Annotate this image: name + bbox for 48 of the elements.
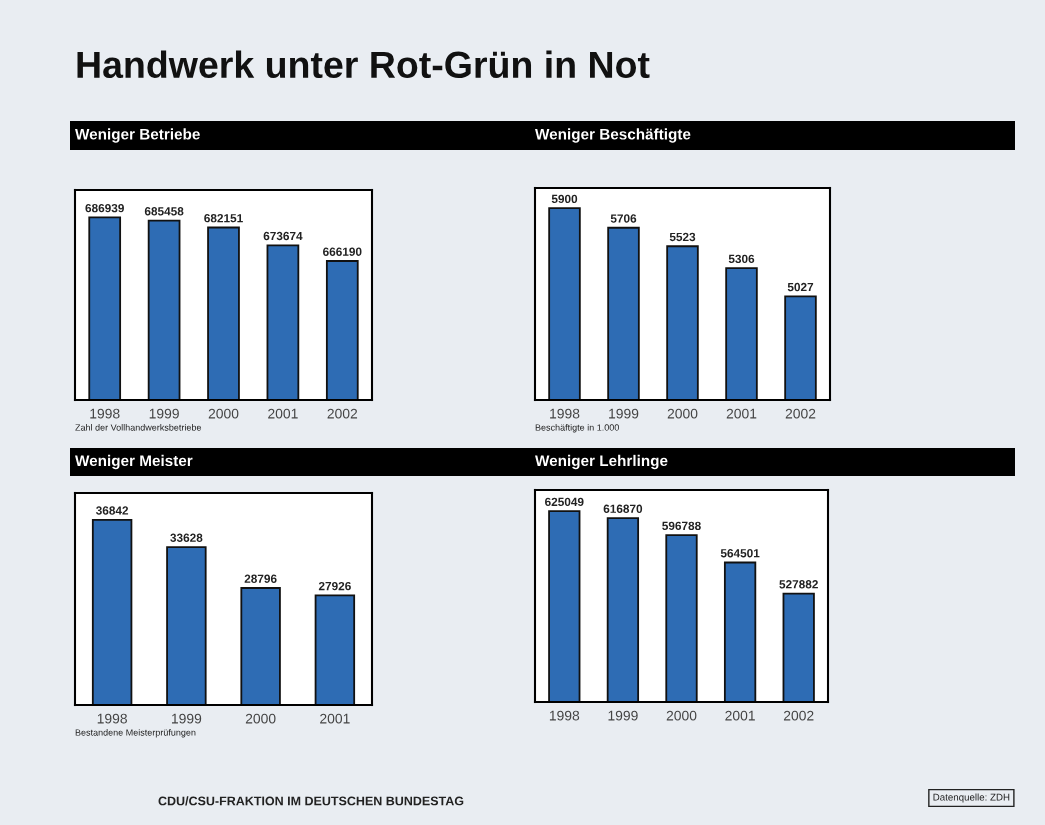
text: CDU/CSU-FRAKTION IM DEUTSCHEN BUNDESTAG [158, 796, 464, 806]
data-label: 682151 [204, 214, 243, 223]
x-tick-label: 1998 [549, 710, 580, 721]
data-label: 666190 [323, 247, 362, 256]
data-label: 686939 [85, 203, 124, 213]
chart-title: Weniger Lehrlinge [535, 454, 668, 470]
data-label: 685458 [144, 207, 184, 216]
x-tick-label: 1998 [90, 408, 120, 419]
x-tick-label: 2000 [208, 408, 239, 419]
x-tick-label: 2000 [666, 710, 697, 721]
x-tick-label: 2000 [667, 408, 698, 419]
data-label: 5706 [610, 214, 637, 223]
x-tick-label: 2001 [320, 713, 350, 724]
data-label: 527882 [779, 580, 818, 589]
data-label: 5027 [787, 282, 814, 292]
data-label: 5523 [669, 232, 696, 242]
x-tick-label: 1998 [550, 408, 580, 419]
data-label: 33628 [170, 533, 203, 542]
data-label: 27926 [318, 581, 351, 591]
text: Datenquelle: ZDH [933, 793, 1010, 803]
x-tick-label: 1999 [609, 408, 639, 419]
data-label: 596788 [662, 521, 701, 531]
data-label: 5900 [551, 194, 578, 204]
x-tick-label: 2002 [327, 408, 358, 419]
x-tick-label: 2000 [245, 713, 276, 724]
x-axis-title: Beschäftigte in 1.000 [535, 424, 619, 433]
x-tick-label: 1999 [149, 408, 179, 419]
x-tick-label: 1999 [171, 713, 202, 724]
chart-title: Weniger Meister [75, 454, 193, 470]
data-label: 5306 [728, 254, 755, 264]
x-axis-title: Zahl der Vollhandwerksbetriebe [75, 424, 202, 431]
text: Handwerk unter Rot-Grün in Not [77, 50, 650, 79]
x-axis-title: Bestandene Meisterprüfungen [75, 729, 196, 738]
x-tick-label: 1999 [608, 710, 638, 721]
x-tick-label: 2002 [785, 408, 816, 419]
chart-title: Weniger Beschäftigte [535, 128, 691, 143]
data-label: 36842 [95, 506, 129, 515]
x-tick-label: 2002 [783, 710, 814, 721]
x-tick-label: 2001 [726, 408, 757, 419]
data-label: 673674 [263, 231, 303, 241]
data-label: 625049 [545, 497, 584, 507]
x-tick-label: 1998 [97, 713, 127, 724]
data-label: 564501 [720, 549, 760, 558]
x-tick-label: 2001 [725, 710, 755, 721]
chart-title: Weniger Betriebe [75, 128, 200, 143]
data-label: 616870 [603, 504, 643, 513]
x-tick-label: 2001 [268, 408, 298, 419]
data-label: 28796 [244, 574, 277, 583]
